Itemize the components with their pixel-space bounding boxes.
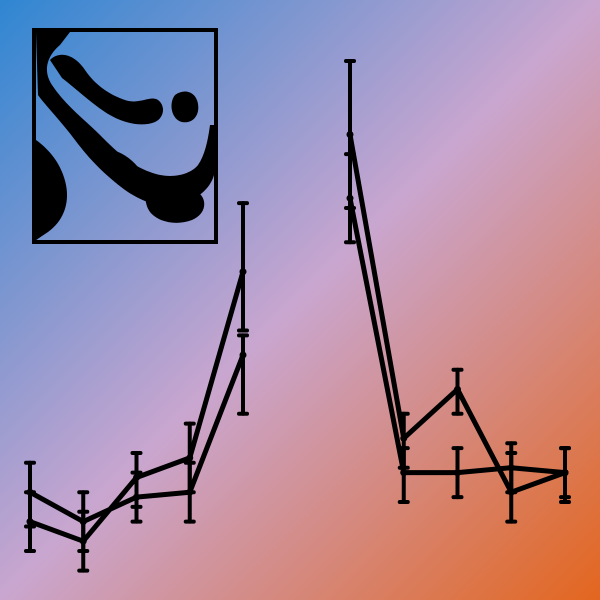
ink-panel-frame bbox=[32, 28, 218, 244]
series-2 bbox=[24, 201, 249, 573]
data-point bbox=[79, 537, 87, 545]
data-point bbox=[239, 351, 247, 359]
ink-texture-icon bbox=[32, 28, 218, 244]
data-point bbox=[186, 454, 194, 462]
data-point bbox=[400, 469, 408, 477]
data-point bbox=[454, 469, 461, 477]
ink-blob-3 bbox=[145, 182, 205, 223]
series-2 bbox=[344, 59, 571, 524]
ink-blob-6 bbox=[93, 148, 140, 176]
left-line-chart bbox=[24, 201, 249, 573]
data-point bbox=[26, 518, 34, 526]
right-line-chart bbox=[344, 59, 571, 524]
ink-blob-5 bbox=[171, 91, 199, 123]
data-point bbox=[346, 131, 354, 138]
ink-blob-7 bbox=[36, 198, 50, 240]
data-point bbox=[561, 469, 569, 477]
data-point bbox=[133, 474, 140, 481]
ink-blob-2 bbox=[50, 54, 164, 125]
data-point bbox=[507, 488, 515, 496]
data-point bbox=[239, 268, 247, 276]
data-point bbox=[400, 434, 408, 442]
data-point bbox=[454, 385, 461, 393]
